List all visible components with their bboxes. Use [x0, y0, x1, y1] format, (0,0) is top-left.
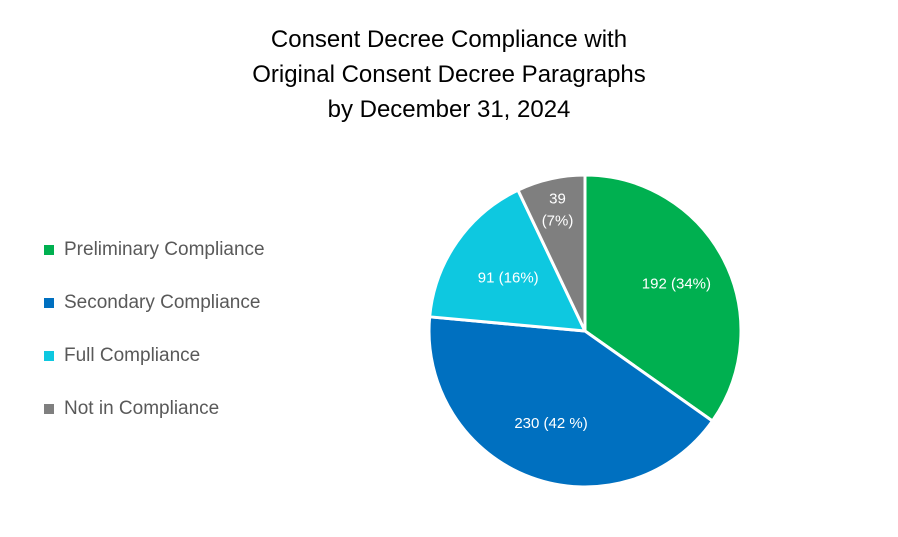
legend-label-preliminary: Preliminary Compliance: [64, 238, 265, 260]
legend-swatch-full: [44, 350, 54, 361]
legend-swatch-secondary: [44, 297, 54, 308]
pie-slice-secondary: [427, 315, 714, 489]
pie-slice-preliminary: [583, 173, 743, 423]
legend-item-preliminary-compliance: Preliminary Compliance: [44, 236, 265, 263]
legend-swatch-preliminary: [44, 244, 54, 255]
legend-item-full-compliance: Full Compliance: [44, 342, 265, 369]
chart-title-line-3: by December 31, 2024: [327, 96, 571, 123]
chart-title: Consent Decree Compliance with Original …: [0, 22, 898, 127]
data-label-not-in: 39 (7%): [542, 190, 574, 229]
pie-slice-not-in: [516, 173, 587, 333]
legend-label-secondary: Secondary Compliance: [64, 291, 261, 313]
legend-swatch-not-in: [44, 403, 54, 414]
legend-item-not-in-compliance: Not in Compliance: [44, 395, 265, 422]
data-label-secondary: 230 (42 %): [514, 415, 587, 432]
chart-title-line-2: Original Consent Decree Paragraphs: [252, 61, 646, 88]
data-label-preliminary: 192 (34%): [642, 276, 711, 293]
chart-title-line-1: Consent Decree Compliance with: [270, 26, 628, 53]
legend-label-not-in: Not in Compliance: [64, 397, 220, 419]
legend: Preliminary Compliance Secondary Complia…: [44, 236, 265, 448]
data-label-full: 91 (16%): [478, 269, 539, 286]
legend-label-full: Full Compliance: [64, 344, 201, 366]
pie-slice-full: [428, 188, 587, 333]
legend-item-secondary-compliance: Secondary Compliance: [44, 289, 265, 316]
